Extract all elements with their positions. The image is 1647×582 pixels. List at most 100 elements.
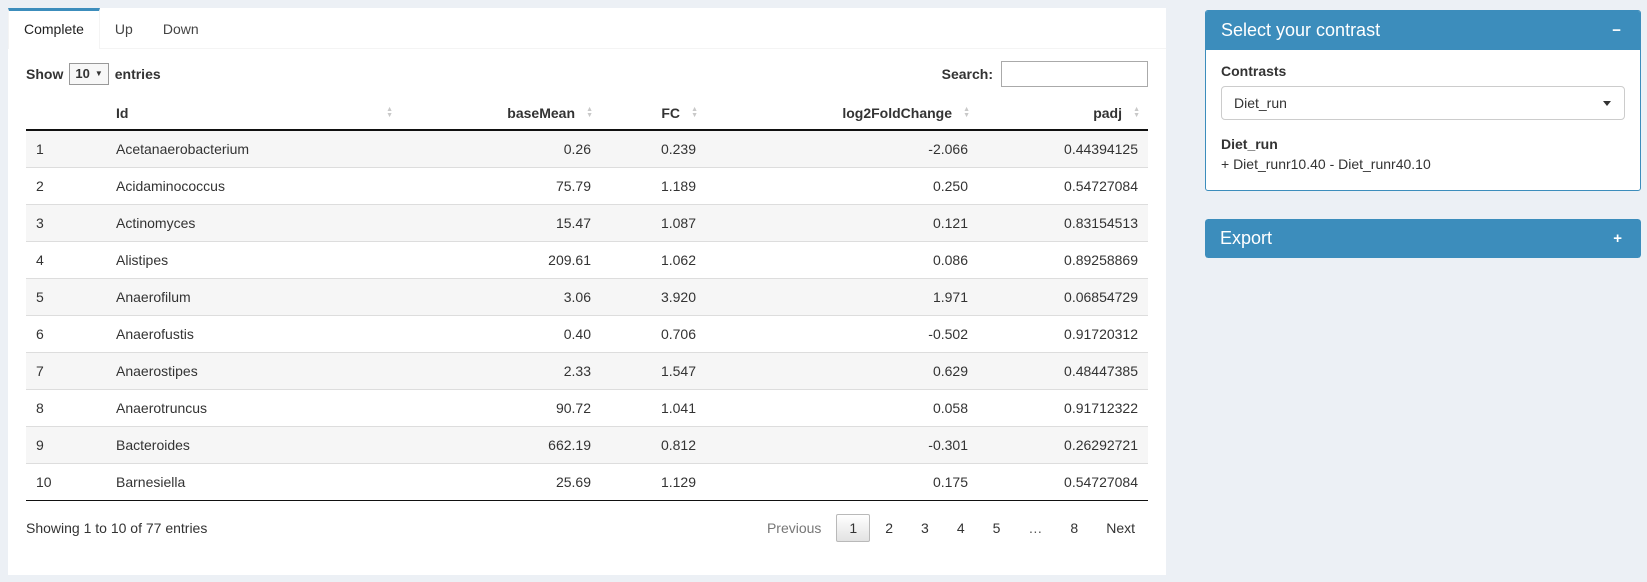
cell-fc: 1.062 — [660, 252, 696, 268]
cell-fc: 0.239 — [660, 141, 696, 157]
tab-bar: Complete Up Down — [8, 8, 1166, 49]
table-row: 7 Anaerostipes 2.33 1.547 0.629 0.484473… — [26, 352, 1148, 390]
export-box-header: Export + — [1205, 219, 1641, 258]
table-row: 10 Barnesiella 25.69 1.129 0.175 0.54727… — [26, 463, 1148, 501]
contrast-box-title: Select your contrast — [1221, 20, 1381, 40]
cell-log2foldchange: 0.086 — [932, 252, 968, 268]
cell-basemean: 0.26 — [563, 141, 591, 157]
cell-log2foldchange: 0.175 — [932, 474, 968, 490]
cell-log2foldchange: 0.121 — [932, 215, 968, 231]
cell-padj: 0.26292721 — [1064, 437, 1138, 453]
collapse-plus-icon[interactable]: + — [1609, 229, 1626, 248]
cell-padj: 0.91712322 — [1064, 400, 1138, 416]
cell-fc: 3.920 — [660, 289, 696, 305]
tab-down[interactable]: Down — [162, 21, 199, 37]
cell-id: Alistipes — [116, 252, 169, 268]
pagination-page-8[interactable]: 8 — [1070, 520, 1079, 536]
column-header-id[interactable]: Id ▲ ▼ — [106, 97, 401, 131]
cell-padj: 0.91720312 — [1064, 326, 1138, 342]
pagination: Previous 1 2 3 4 5 … 8 Next — [752, 514, 1148, 542]
cell-id: Acidaminococcus — [116, 178, 225, 194]
cell-padj: 0.89258869 — [1064, 252, 1138, 268]
cell-fc: 1.041 — [660, 400, 696, 416]
pagination-page-4[interactable]: 4 — [956, 520, 965, 536]
table-row: 9 Bacteroides 662.19 0.812 -0.301 0.2629… — [26, 426, 1148, 464]
cell-id: Barnesiella — [116, 474, 186, 490]
pagination-ellipsis: … — [1028, 520, 1043, 536]
cell-padj: 0.06854729 — [1064, 289, 1138, 305]
export-box: Export + — [1205, 219, 1641, 258]
pagination-page-5[interactable]: 5 — [992, 520, 1001, 536]
cell-basemean: 209.61 — [548, 252, 591, 268]
table-row: 2 Acidaminococcus 75.79 1.189 0.250 0.54… — [26, 167, 1148, 205]
cell-padj: 0.54727084 — [1064, 178, 1138, 194]
results-panel: Complete Up Down Show 10 ▼ entries Searc… — [8, 8, 1166, 575]
cell-log2foldchange: 1.971 — [932, 289, 968, 305]
sort-icon: ▲ ▼ — [963, 106, 970, 119]
column-header-log2foldchange[interactable]: log2FoldChange ▲ ▼ — [706, 97, 978, 131]
column-header-padj[interactable]: padj ▲ ▼ — [978, 97, 1148, 131]
contrast-box: Select your contrast − Contrasts Diet_ru… — [1205, 10, 1641, 191]
cell-log2foldchange: -2.066 — [928, 141, 968, 157]
column-header-fc[interactable]: FC ▲ ▼ — [601, 97, 706, 131]
rownum-column-header — [26, 97, 106, 131]
entries-length-select[interactable]: 10 ▼ — [69, 63, 109, 85]
cell-fc: 1.129 — [660, 474, 696, 490]
cell-id: Anaerofilum — [116, 289, 191, 305]
sort-icon: ▲ ▼ — [691, 106, 698, 119]
pagination-previous[interactable]: Previous — [766, 520, 822, 536]
sort-icon: ▲ ▼ — [586, 106, 593, 119]
cell-fc: 1.087 — [660, 215, 696, 231]
table-row: 3 Actinomyces 15.47 1.087 0.121 0.831545… — [26, 204, 1148, 242]
collapse-minus-icon[interactable]: − — [1608, 21, 1625, 40]
cell-padj: 0.83154513 — [1064, 215, 1138, 231]
tab-complete[interactable]: Complete — [8, 8, 100, 49]
contrast-detail-text: + Diet_runr10.40 - Diet_runr40.10 — [1221, 156, 1431, 172]
row-index: 2 — [36, 178, 44, 194]
contrast-select-value: Diet_run — [1234, 95, 1287, 111]
cell-basemean: 90.72 — [555, 400, 591, 416]
cell-basemean: 3.06 — [563, 289, 591, 305]
table-info: Showing 1 to 10 of 77 entries — [26, 520, 208, 536]
column-label: padj — [1093, 105, 1122, 121]
row-index: 7 — [36, 363, 44, 379]
pagination-page-2[interactable]: 2 — [885, 520, 894, 536]
cell-id: Anaerofustis — [116, 326, 194, 342]
table-header-row: Id ▲ ▼ baseMean ▲ ▼ FC ▲ ▼ log2FoldChange ▲… — [26, 97, 1148, 131]
cell-basemean: 25.69 — [555, 474, 591, 490]
caret-down-icon: ▼ — [94, 69, 103, 78]
cell-log2foldchange: 0.058 — [932, 400, 968, 416]
pagination-page-3[interactable]: 3 — [921, 520, 929, 536]
column-label: Id — [116, 105, 129, 121]
table-row: 1 Acetanaerobacterium 0.26 0.239 -2.066 … — [26, 130, 1148, 168]
results-table: Id ▲ ▼ baseMean ▲ ▼ FC ▲ ▼ log2FoldChange ▲… — [26, 97, 1148, 501]
column-header-basemean[interactable]: baseMean ▲ ▼ — [401, 97, 601, 131]
tab-up[interactable]: Up — [114, 21, 133, 37]
cell-basemean: 662.19 — [548, 437, 591, 453]
cell-fc: 1.189 — [660, 178, 696, 194]
cell-id: Acetanaerobacterium — [116, 141, 250, 157]
cell-padj: 0.54727084 — [1064, 474, 1138, 490]
cell-basemean: 75.79 — [555, 178, 591, 194]
pagination-next[interactable]: Next — [1106, 520, 1135, 536]
search-label: Search: — [941, 66, 993, 82]
caret-down-icon — [1603, 101, 1611, 106]
contrast-detail: Diet_run + Diet_runr10.40 - Diet_runr40.… — [1221, 136, 1625, 172]
row-index: 6 — [36, 326, 44, 342]
cell-log2foldchange: 0.629 — [932, 363, 968, 379]
cell-padj: 0.44394125 — [1064, 141, 1138, 157]
sort-icon: ▲ ▼ — [386, 106, 393, 119]
pagination-page-1[interactable]: 1 — [836, 514, 871, 542]
column-label: log2FoldChange — [842, 105, 952, 121]
search-input[interactable] — [1001, 61, 1148, 87]
row-index: 10 — [36, 474, 52, 490]
contrast-box-body: Contrasts Diet_run Diet_run + Diet_runr1… — [1206, 50, 1640, 190]
contrast-select[interactable]: Diet_run — [1221, 86, 1625, 120]
table-controls: Show 10 ▼ entries Search: — [8, 49, 1166, 89]
column-label: baseMean — [507, 105, 575, 121]
row-index: 8 — [36, 400, 44, 416]
search-control: Search: — [942, 61, 1148, 87]
entries-label: entries — [114, 66, 161, 82]
row-index: 5 — [36, 289, 44, 305]
cell-log2foldchange: -0.301 — [928, 437, 968, 453]
